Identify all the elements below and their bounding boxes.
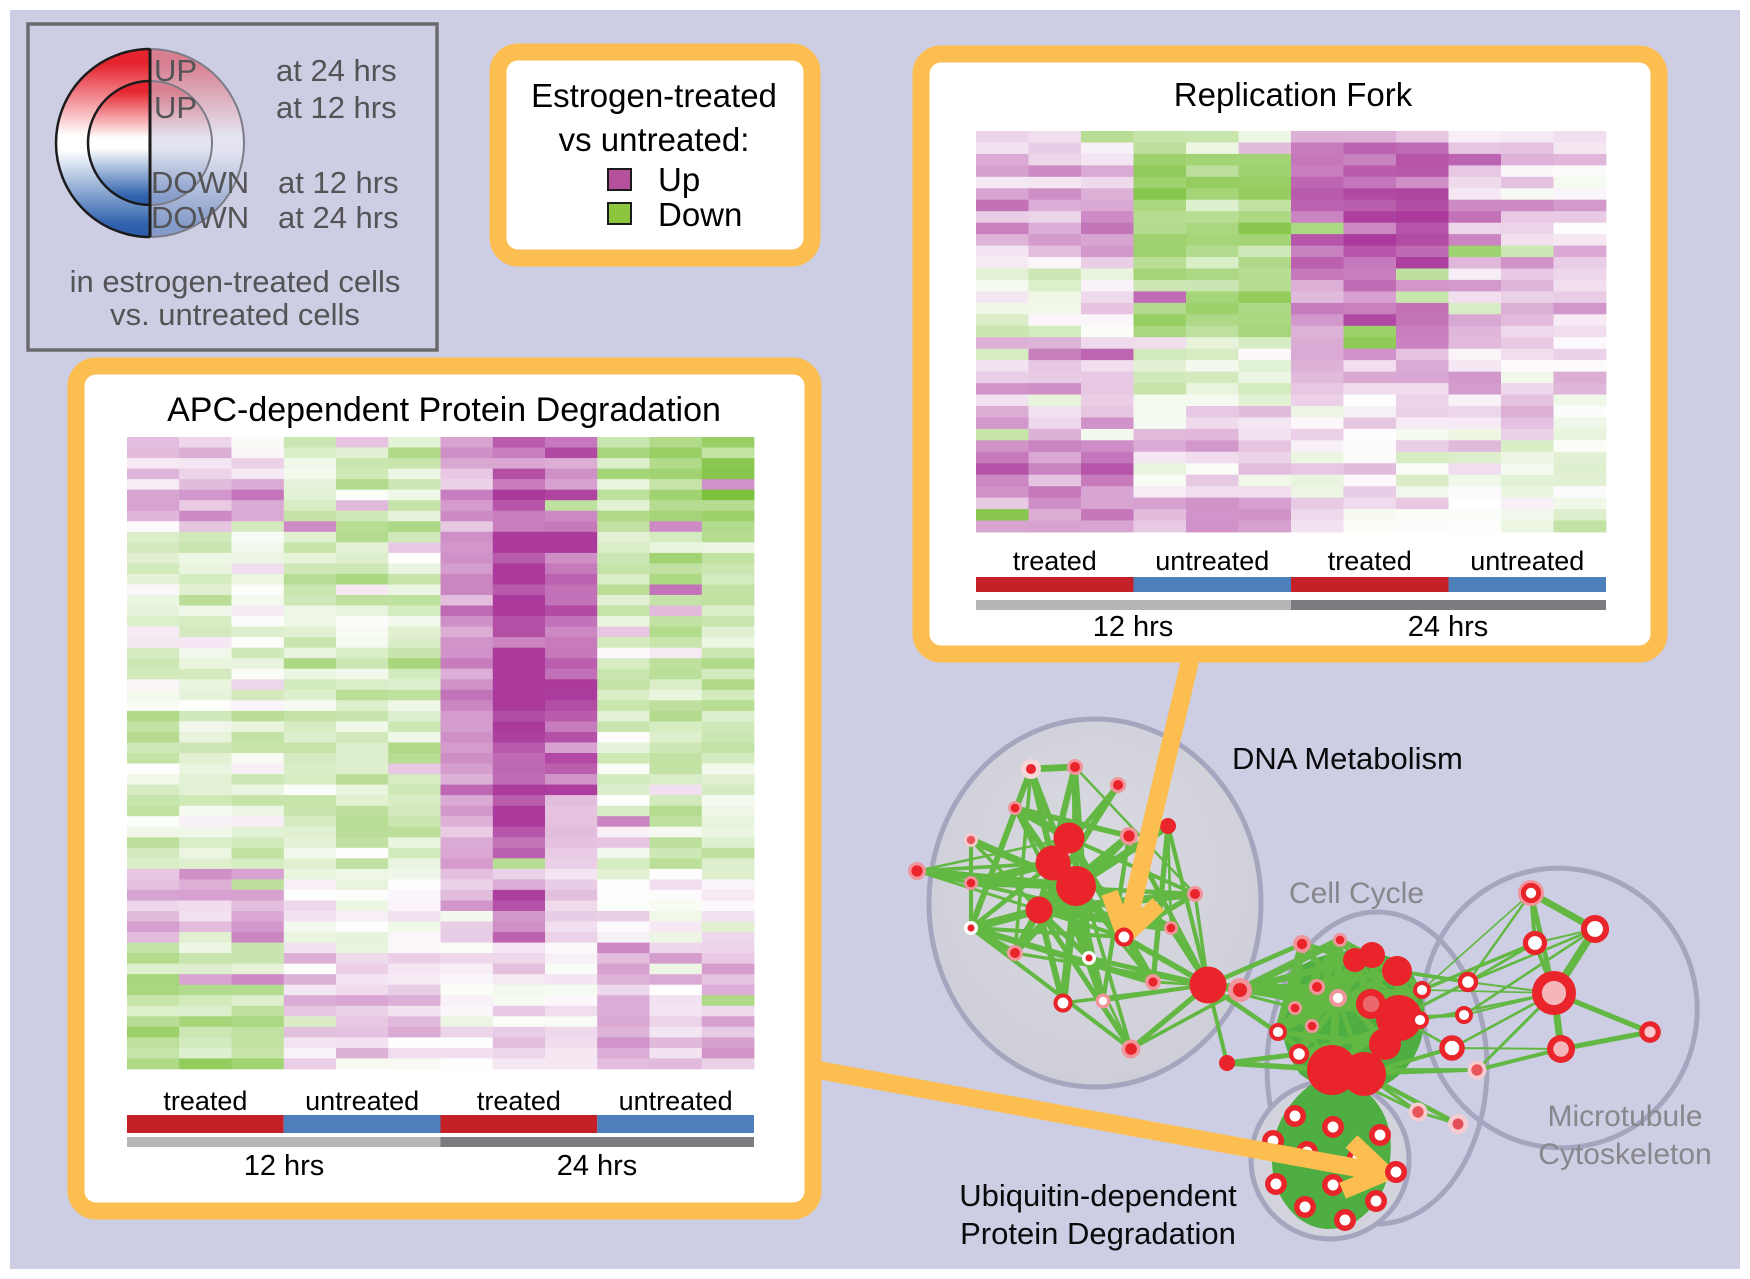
svg-text:Ubiquitin-dependent: Ubiquitin-dependent bbox=[959, 1178, 1237, 1213]
svg-text:at 24 hrs: at 24 hrs bbox=[278, 200, 399, 235]
svg-text:Replication Fork: Replication Fork bbox=[1174, 76, 1413, 113]
svg-text:treated: treated bbox=[1328, 546, 1412, 576]
svg-text:DNA Metabolism: DNA Metabolism bbox=[1232, 741, 1463, 776]
svg-text:Cell Cycle: Cell Cycle bbox=[1289, 877, 1424, 910]
svg-text:vs. untreated cells: vs. untreated cells bbox=[110, 297, 360, 332]
svg-text:at 24 hrs: at 24 hrs bbox=[276, 53, 397, 88]
svg-text:Protein Degradation: Protein Degradation bbox=[960, 1216, 1236, 1251]
svg-text:Estrogen-treated: Estrogen-treated bbox=[531, 77, 777, 114]
svg-text:Up: Up bbox=[658, 161, 700, 198]
svg-text:untreated: untreated bbox=[1155, 546, 1269, 576]
svg-text:12 hrs: 12 hrs bbox=[244, 1150, 325, 1182]
svg-text:at 12 hrs: at 12 hrs bbox=[276, 90, 397, 125]
svg-text:untreated: untreated bbox=[619, 1086, 733, 1116]
svg-text:24 hrs: 24 hrs bbox=[557, 1150, 638, 1182]
svg-text:APC-dependent Protein Degradat: APC-dependent Protein Degradation bbox=[167, 391, 721, 429]
svg-text:untreated: untreated bbox=[1470, 546, 1584, 576]
svg-text:Down: Down bbox=[658, 196, 742, 233]
svg-text:UP: UP bbox=[154, 90, 197, 125]
svg-text:at 12 hrs: at 12 hrs bbox=[278, 165, 399, 200]
svg-text:treated: treated bbox=[1013, 546, 1097, 576]
svg-text:24 hrs: 24 hrs bbox=[1408, 611, 1489, 643]
svg-text:UP: UP bbox=[154, 53, 197, 88]
svg-text:in estrogen-treated cells: in estrogen-treated cells bbox=[70, 264, 401, 299]
svg-text:vs untreated:: vs untreated: bbox=[559, 121, 750, 158]
svg-text:treated: treated bbox=[163, 1086, 247, 1116]
svg-text:untreated: untreated bbox=[305, 1086, 419, 1116]
svg-text:Microtubule: Microtubule bbox=[1547, 1100, 1702, 1133]
svg-text:12 hrs: 12 hrs bbox=[1093, 611, 1174, 643]
svg-text:Cytoskeleton: Cytoskeleton bbox=[1538, 1138, 1711, 1171]
svg-text:DOWN: DOWN bbox=[151, 165, 249, 200]
svg-text:DOWN: DOWN bbox=[151, 200, 249, 235]
svg-text:treated: treated bbox=[477, 1086, 561, 1116]
